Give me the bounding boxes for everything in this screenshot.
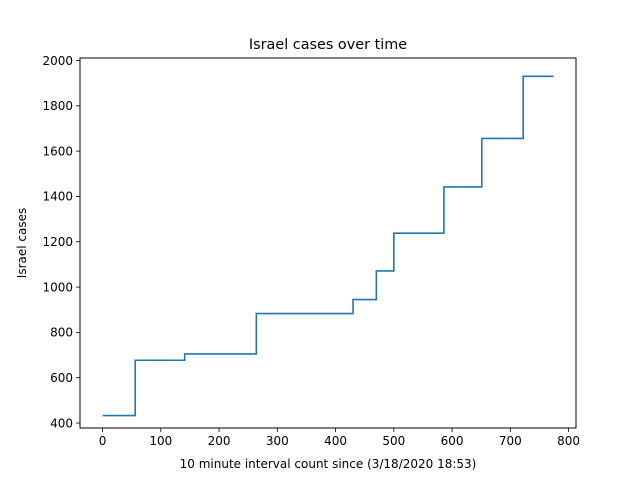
- x-tick-label: 0: [99, 434, 107, 448]
- x-tick-label: 800: [557, 434, 580, 448]
- plot-area: [102, 75, 554, 417]
- x-tick-label: 300: [266, 434, 289, 448]
- y-tick-label: 1400: [42, 190, 73, 204]
- y-tick-label: 800: [50, 326, 73, 340]
- y-tick-label: 1200: [42, 235, 73, 249]
- x-tick-label: 600: [441, 434, 464, 448]
- x-axis-label: 10 minute interval count since (3/18/202…: [180, 457, 477, 471]
- x-tick-label: 700: [499, 434, 522, 448]
- series-line-0: [102, 75, 554, 417]
- y-tick-label: 2000: [42, 54, 73, 68]
- x-tick-label: 200: [208, 434, 231, 448]
- axes-frame: [79, 57, 577, 429]
- chart-title: Israel cases over time: [249, 37, 407, 53]
- y-axis: 400 600 800 1000 1200 1400 1600 1800 2000: [42, 54, 80, 430]
- x-tick-label: 400: [324, 434, 347, 448]
- y-tick-label: 600: [50, 371, 73, 385]
- x-tick-label: 500: [382, 434, 405, 448]
- x-tick-label: 100: [149, 434, 172, 448]
- y-tick-label: 1800: [42, 99, 73, 113]
- x-axis: 0 100 200 300 400 500 600 700 800: [99, 428, 580, 448]
- y-axis-label: Israel cases: [15, 208, 29, 278]
- y-tick-label: 400: [50, 416, 73, 430]
- y-tick-label: 1000: [42, 280, 73, 294]
- y-tick-label: 1600: [42, 144, 73, 158]
